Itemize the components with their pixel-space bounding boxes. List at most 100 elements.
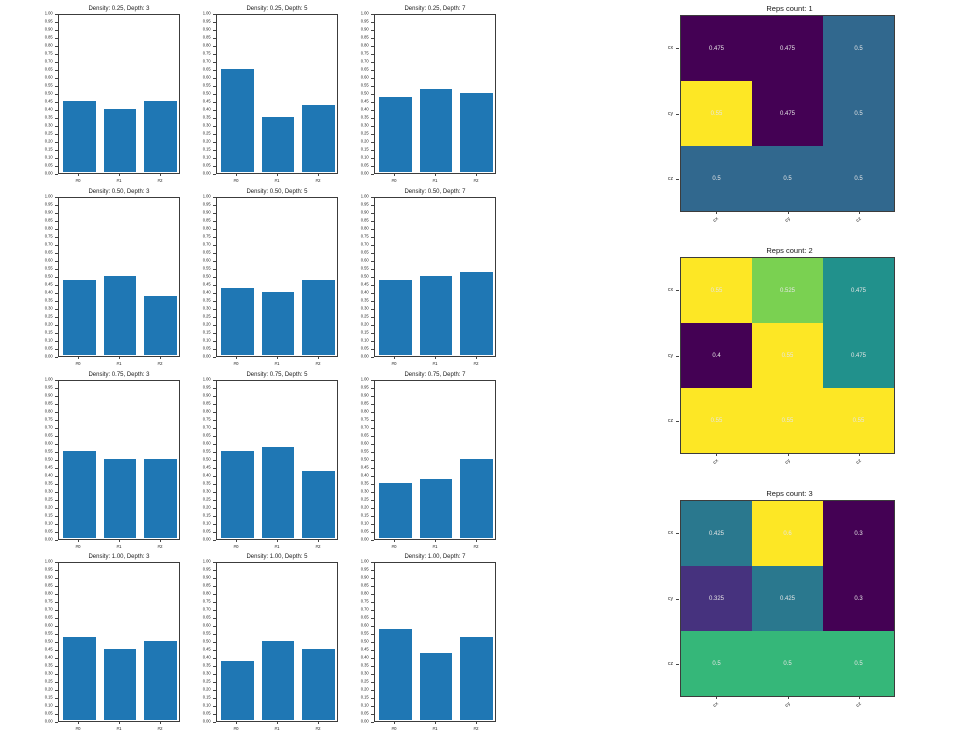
y-tick (55, 682, 58, 683)
bar-chart-subplot: Density: 1.00, Depth: 3 0.00 0.05 0.10 0.15 0… (39, 552, 180, 733)
x-tick-label: #2 (315, 361, 321, 367)
y-tick (55, 78, 58, 79)
y-tick (55, 94, 58, 95)
y-tick (213, 626, 216, 627)
y-tick-label: 0.40 (45, 290, 53, 296)
x-tick-label: #0 (391, 726, 397, 732)
y-tick (213, 428, 216, 429)
y-tick-label: 0.15 (203, 147, 211, 153)
y-tick (55, 602, 58, 603)
plot-frame (216, 380, 338, 540)
y-tick (371, 706, 374, 707)
y-tick-label: 0.25 (361, 314, 369, 320)
x-tick (119, 174, 120, 176)
y-tick-label: 0.30 (203, 123, 211, 129)
x-tick-label: #0 (233, 544, 239, 550)
y-tick (371, 562, 374, 563)
y-tick (213, 452, 216, 453)
x-tick (394, 540, 396, 542)
y-tick-label: 0.30 (45, 306, 53, 312)
bar (261, 116, 295, 172)
x-axis-labels: #0 #1 #2 (216, 722, 338, 733)
y-tick (371, 650, 374, 651)
bar (221, 660, 254, 720)
y-tick-label: 0.15 (45, 330, 53, 336)
y-tick (55, 46, 58, 47)
y-tick-label: 0.70 (45, 607, 53, 613)
y-tick (55, 642, 58, 643)
x-tick-label: #2 (157, 544, 163, 550)
x-tick (236, 357, 238, 359)
y-tick (371, 618, 374, 619)
y-tick (213, 658, 216, 659)
y-tick-label: 0.95 (45, 19, 53, 25)
heatmap-cell: 0.5 (752, 631, 823, 696)
y-tick-label: 0.80 (203, 43, 211, 49)
heatmap-cell: 0.5 (823, 631, 894, 696)
y-tick-label: 0.55 (45, 83, 53, 89)
y-tick-label: 0.80 (203, 409, 211, 415)
x-tick (317, 540, 319, 542)
subplot-title: Density: 1.00, Depth: 3 (88, 554, 150, 560)
y-tick (55, 309, 58, 310)
y-tick-label: 0.40 (203, 473, 211, 479)
y-tick (213, 650, 216, 651)
y-tick-label: 0.20 (361, 139, 369, 145)
y-tick (371, 436, 374, 437)
heatmap-cell: 0.525 (752, 258, 823, 323)
y-tick (371, 714, 374, 715)
y-tick (213, 380, 216, 381)
bar-chart-subplot: Density: 0.50, Depth: 3 0.00 0.05 0.10 0.15 0… (39, 187, 180, 368)
y-tick (55, 444, 58, 445)
bar (103, 108, 137, 172)
y-tick (213, 229, 216, 230)
y-tick (55, 253, 58, 254)
heatmap-col-label: cx (712, 458, 720, 466)
y-tick-label: 0.20 (203, 505, 211, 511)
y-tick-label: 0.10 (203, 155, 211, 161)
x-tick (317, 722, 319, 724)
x-tick (159, 540, 161, 542)
bar (63, 100, 96, 172)
y-tick (55, 277, 58, 278)
heatmap-body: 0.475 0.475 0.5 0.55 0.475 0.5 0.5 0.5 0.5 cx cy cz (668, 15, 895, 214)
bar (302, 104, 335, 172)
y-tick-label: 0.30 (45, 123, 53, 129)
y-tick-label: 0.35 (361, 298, 369, 304)
y-tick (213, 436, 216, 437)
y-tick-label: 0.15 (361, 147, 369, 153)
y-tick (213, 602, 216, 603)
y-tick (55, 205, 58, 206)
y-tick (55, 325, 58, 326)
heatmap-col-label: cy (783, 458, 792, 466)
bar (261, 291, 295, 355)
x-tick (435, 174, 436, 176)
heatmap-col-label: cz (855, 458, 863, 466)
x-tick (394, 357, 396, 359)
y-tick (371, 460, 374, 461)
y-tick (213, 22, 216, 23)
x-tick-label: #2 (315, 178, 321, 184)
heatmap-cell: 0.4 (681, 323, 752, 388)
y-tick (371, 30, 374, 31)
y-tick-label: 0.30 (361, 671, 369, 677)
y-tick-label: 0.15 (45, 513, 53, 519)
y-tick-label: 1.00 (361, 559, 369, 565)
bar (302, 470, 335, 538)
y-tick-label: 0.10 (203, 703, 211, 709)
y-tick-label: 0.30 (45, 489, 53, 495)
y-tick-label: 0.20 (203, 687, 211, 693)
x-tick (277, 722, 278, 724)
y-tick-label: 1.00 (361, 11, 369, 17)
plot-area: 0.00 0.05 0.10 0.15 0.20 0.25 0.30 0.35 0.40 0.45… (203, 378, 338, 542)
y-tick-label: 0.25 (361, 497, 369, 503)
y-tick-label: 0.95 (203, 567, 211, 573)
plot-area: 0.00 0.05 0.10 0.15 0.20 0.25 0.30 0.35 0.40 0.45… (361, 560, 496, 724)
y-tick-label: 0.85 (45, 218, 53, 224)
y-tick (371, 205, 374, 206)
y-tick-label: 0.75 (361, 417, 369, 423)
bar-chart-subplot: Density: 0.25, Depth: 7 0.00 0.05 0.10 0.15 0… (355, 4, 496, 185)
y-tick-label: 0.55 (203, 83, 211, 89)
y-tick (55, 618, 58, 619)
y-tick-label: 0.00 (361, 537, 369, 543)
